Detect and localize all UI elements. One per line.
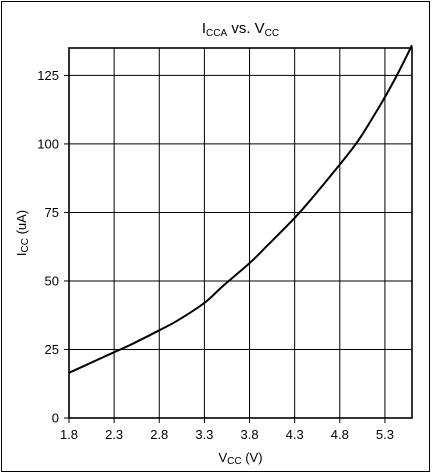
plot-area xyxy=(68,47,413,419)
y-tick-label: 25 xyxy=(45,342,59,357)
x-tick-label: 3.8 xyxy=(240,427,258,442)
x-tick-label: 2.3 xyxy=(105,427,123,442)
x-axis-label: VCC (V) xyxy=(218,450,262,467)
y-axis-label: ICC (uA) xyxy=(14,210,31,256)
x-tick-label: 2.8 xyxy=(150,427,168,442)
series-line xyxy=(68,44,413,374)
y-tick-label: 50 xyxy=(45,273,59,288)
series-layer xyxy=(68,44,413,374)
y-axis-ticks: 0 25 50 75 100 125 xyxy=(37,68,69,426)
x-axis-ticks: 1.8 2.3 2.8 3.3 3.8 4.3 4.8 5.3 xyxy=(60,418,394,442)
grid xyxy=(69,48,412,418)
y-tick-label: 0 xyxy=(52,411,59,426)
x-tick-label: 3.3 xyxy=(195,427,213,442)
y-tick-label: 125 xyxy=(37,68,59,83)
x-tick-label: 4.3 xyxy=(286,427,304,442)
x-tick-label: 5.3 xyxy=(376,427,394,442)
y-tick-label: 100 xyxy=(37,136,59,151)
x-tick-label: 4.8 xyxy=(331,427,349,442)
x-tick-label: 1.8 xyxy=(60,427,78,442)
y-tick-label: 75 xyxy=(45,205,59,220)
chart-title: ICCA vs. VCC xyxy=(202,20,279,39)
